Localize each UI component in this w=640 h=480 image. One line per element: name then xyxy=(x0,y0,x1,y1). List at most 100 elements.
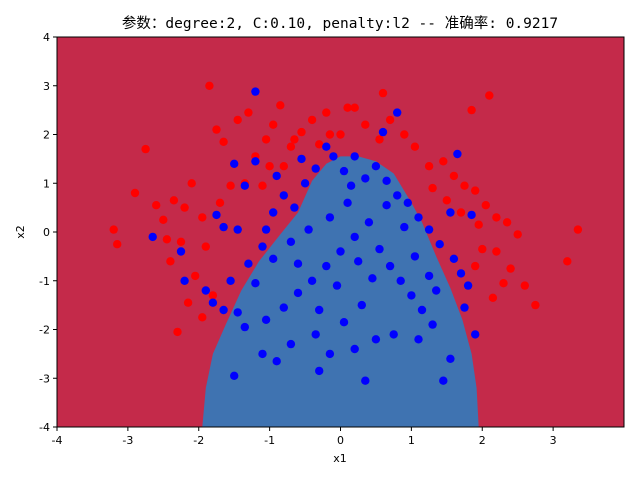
red-data-point xyxy=(456,208,466,217)
blue-data-point xyxy=(471,330,480,339)
x-tick: -3 xyxy=(122,427,133,447)
blue-data-point xyxy=(212,210,221,220)
y-tick: -3 xyxy=(39,372,57,385)
red-data-point xyxy=(492,213,501,222)
y-tick: -2 xyxy=(39,324,57,337)
blue-data-point xyxy=(428,320,437,329)
blue-data-point xyxy=(290,203,299,212)
blue-data-point xyxy=(261,315,271,324)
red-data-point xyxy=(449,171,459,181)
blue-data-point xyxy=(269,208,278,217)
y-tick: 4 xyxy=(43,31,57,44)
y-tick-label: 3 xyxy=(43,80,50,93)
blue-data-point xyxy=(410,252,420,261)
red-data-point xyxy=(442,196,451,205)
red-data-point xyxy=(502,218,512,227)
y-tick: -4 xyxy=(39,421,57,434)
blue-data-point xyxy=(180,276,189,285)
red-data-point xyxy=(410,142,420,151)
blue-data-point xyxy=(300,179,310,188)
blue-data-point xyxy=(297,154,306,164)
blue-data-point xyxy=(233,225,242,234)
blue-data-point xyxy=(307,276,317,285)
red-data-point xyxy=(488,293,498,302)
red-data-point xyxy=(226,181,235,190)
red-data-point xyxy=(205,81,214,91)
blue-data-point xyxy=(432,286,441,295)
x-tick-label: -3 xyxy=(122,434,133,447)
blue-data-point xyxy=(439,376,448,385)
blue-data-point xyxy=(460,303,469,312)
plot-area xyxy=(56,36,625,428)
y-tick-label: -4 xyxy=(39,421,50,434)
blue-data-point xyxy=(293,259,303,268)
red-data-point xyxy=(212,125,221,134)
blue-data-point xyxy=(269,254,278,263)
red-data-point xyxy=(424,162,434,171)
red-data-point xyxy=(244,108,253,117)
blue-data-point xyxy=(350,344,359,354)
red-data-point xyxy=(276,101,285,110)
blue-data-point xyxy=(424,225,434,234)
blue-data-point xyxy=(449,254,459,263)
blue-data-point xyxy=(403,198,412,207)
red-data-point xyxy=(215,198,225,207)
blue-data-point xyxy=(336,247,345,256)
red-data-point xyxy=(201,242,210,251)
y-tick: 1 xyxy=(43,177,57,190)
red-data-point xyxy=(513,230,522,239)
red-data-point xyxy=(258,181,267,190)
red-data-point xyxy=(162,235,172,244)
red-data-point xyxy=(279,162,288,171)
red-data-point xyxy=(191,271,200,281)
red-data-point xyxy=(471,261,480,271)
y-tick: -1 xyxy=(39,275,57,288)
red-data-point xyxy=(265,162,274,171)
blue-data-point xyxy=(201,286,210,295)
blue-data-point xyxy=(208,298,218,307)
blue-data-point xyxy=(325,213,335,222)
blue-data-point xyxy=(382,176,391,185)
blue-data-point xyxy=(279,191,288,200)
red-data-point xyxy=(315,140,324,149)
red-data-point xyxy=(290,135,299,144)
x-tick-label: 0 xyxy=(337,434,344,447)
blue-data-point xyxy=(400,222,409,232)
blue-data-point xyxy=(329,152,338,161)
blue-data-point xyxy=(311,330,320,339)
blue-data-point xyxy=(467,210,476,220)
y-tick-label: 2 xyxy=(43,129,50,142)
red-data-point xyxy=(361,120,370,129)
blue-data-point xyxy=(364,218,374,227)
blue-data-point xyxy=(272,171,281,181)
red-data-point xyxy=(471,186,480,195)
blue-data-point xyxy=(322,261,331,271)
blue-data-point xyxy=(258,242,267,251)
blue-data-point xyxy=(361,376,370,385)
blue-data-point xyxy=(244,259,253,268)
chart-title: 参数：degree:2, C:0.10, penalty:l2 -- 准确率: … xyxy=(122,15,558,32)
blue-data-point xyxy=(251,87,260,96)
red-data-point xyxy=(187,179,196,188)
x-axis: -4 -3 -2 -1 0 1 2 3 xyxy=(52,427,557,447)
blue-data-point xyxy=(251,157,260,166)
blue-data-point xyxy=(371,162,381,171)
red-data-point xyxy=(563,257,572,266)
y-tick-label: -1 xyxy=(39,275,50,288)
red-data-point xyxy=(261,135,271,144)
y-tick-label: -2 xyxy=(39,324,50,337)
y-tick-label: 0 xyxy=(43,226,50,239)
red-data-point xyxy=(481,201,490,210)
red-data-point xyxy=(492,247,501,256)
blue-data-point xyxy=(293,288,303,298)
x-tick-label: -4 xyxy=(52,434,63,447)
x-tick: -4 xyxy=(52,427,63,447)
blue-data-point xyxy=(251,279,260,288)
red-data-point xyxy=(159,215,168,224)
blue-data-point xyxy=(456,269,466,278)
blue-data-point xyxy=(240,181,249,190)
blue-data-point xyxy=(286,339,296,349)
red-data-point xyxy=(307,115,317,125)
red-data-point xyxy=(474,220,483,229)
